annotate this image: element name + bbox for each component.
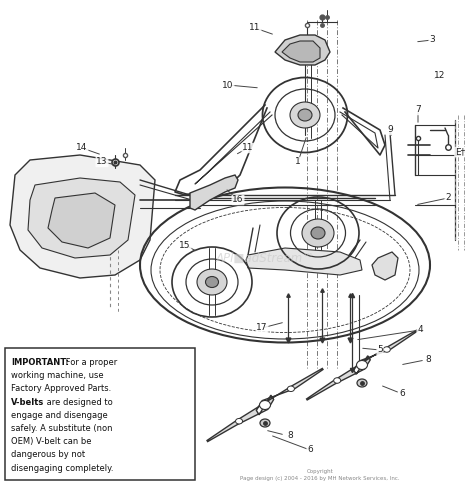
Text: dangerous by not: dangerous by not [11,450,85,459]
Ellipse shape [197,269,227,295]
Polygon shape [190,175,238,210]
Polygon shape [28,178,135,258]
Ellipse shape [236,418,243,424]
Ellipse shape [206,277,219,287]
Polygon shape [372,252,398,280]
Text: disengaging completely.: disengaging completely. [11,464,113,472]
Text: 12: 12 [434,71,446,79]
Text: 2: 2 [445,193,451,203]
Polygon shape [207,368,323,442]
Text: 10: 10 [222,80,234,90]
Text: 4: 4 [417,325,423,335]
Ellipse shape [290,102,320,128]
Text: 6: 6 [399,389,405,397]
Text: For a proper: For a proper [63,358,117,367]
Text: V-belts: V-belts [11,397,44,407]
Text: 9: 9 [387,126,393,134]
Text: IMPORTANT:: IMPORTANT: [11,358,69,367]
Ellipse shape [311,227,325,239]
Text: 17: 17 [256,323,268,333]
Ellipse shape [259,400,271,410]
Ellipse shape [334,378,341,383]
Text: working machine, use: working machine, use [11,371,104,380]
Text: 11: 11 [242,144,254,152]
Polygon shape [307,330,418,400]
Text: 13: 13 [96,157,108,167]
Text: safely. A substitute (non: safely. A substitute (non [11,424,112,433]
Ellipse shape [260,419,270,427]
Text: engage and disengage: engage and disengage [11,411,108,420]
Ellipse shape [287,386,294,392]
Text: APl■adStream™: APl■adStream™ [216,251,315,264]
Polygon shape [282,41,320,62]
Text: OEM) V-belt can be: OEM) V-belt can be [11,437,91,446]
Text: are designed to: are designed to [44,397,113,407]
FancyBboxPatch shape [5,348,195,480]
Ellipse shape [298,109,312,121]
Ellipse shape [356,360,367,370]
Text: 8: 8 [287,431,293,439]
Polygon shape [10,155,155,278]
Text: 6: 6 [307,446,313,454]
Text: E†: E† [455,148,465,156]
Text: Copyright
Page design (c) 2004 - 2016 by MH Network Services, Inc.: Copyright Page design (c) 2004 - 2016 by… [240,469,400,481]
Ellipse shape [357,379,367,387]
Text: 15: 15 [179,241,191,249]
Text: 1: 1 [295,157,301,167]
Ellipse shape [302,219,334,247]
Text: Factory Approved Parts.: Factory Approved Parts. [11,384,111,393]
Polygon shape [246,248,362,275]
Polygon shape [48,193,115,248]
Text: 7: 7 [415,106,421,114]
Text: 5: 5 [377,345,383,355]
Text: 3: 3 [429,36,435,44]
Text: 16: 16 [232,195,244,205]
Text: 14: 14 [76,144,88,152]
Text: 11: 11 [249,23,261,33]
Ellipse shape [383,347,390,352]
Text: 8: 8 [425,356,431,364]
Polygon shape [275,35,330,65]
